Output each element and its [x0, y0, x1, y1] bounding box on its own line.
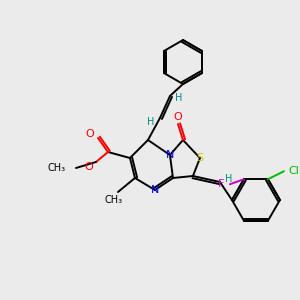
Text: S: S	[196, 153, 203, 163]
Text: O: O	[85, 162, 93, 172]
Text: N: N	[166, 150, 174, 160]
Text: CH₃: CH₃	[48, 163, 66, 173]
Text: CH₃: CH₃	[105, 195, 123, 205]
Text: N: N	[151, 185, 159, 195]
Text: H: H	[175, 93, 183, 103]
Text: Cl: Cl	[289, 166, 299, 176]
Text: O: O	[174, 112, 182, 122]
Text: F: F	[218, 179, 224, 189]
Text: H: H	[147, 117, 155, 127]
Text: O: O	[85, 129, 94, 139]
Text: H: H	[225, 174, 233, 184]
